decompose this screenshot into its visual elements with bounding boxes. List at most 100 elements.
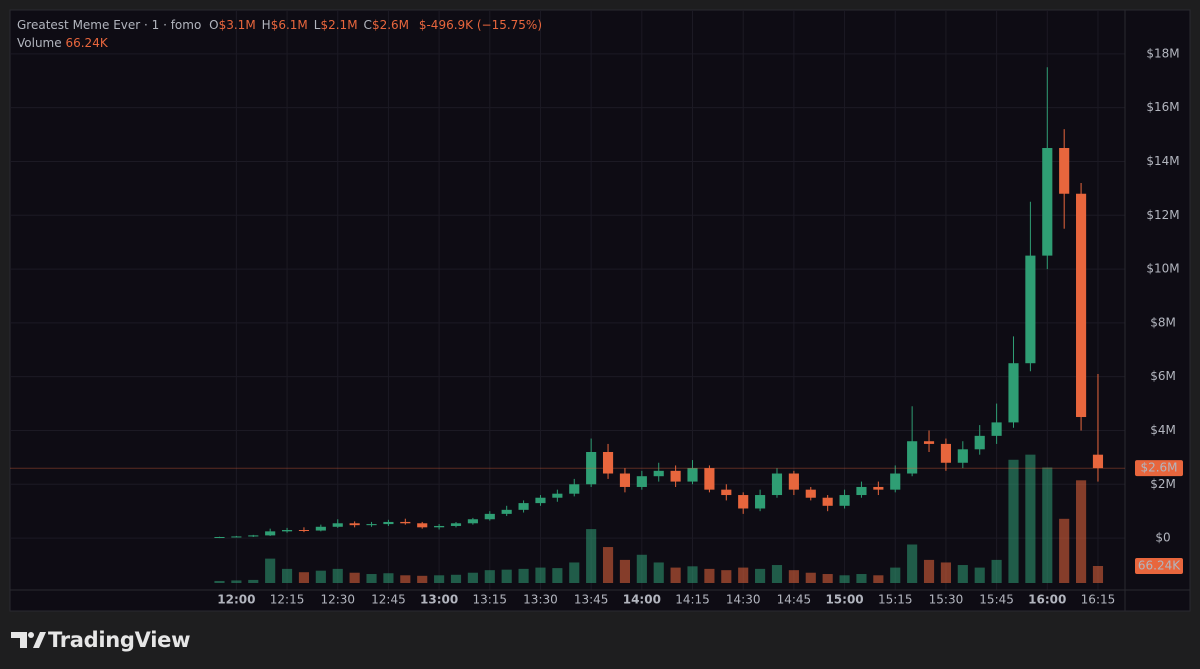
volume-bar — [484, 570, 495, 583]
last-price-tag — [1135, 460, 1183, 477]
volume-bar — [332, 568, 343, 583]
candle-body — [265, 531, 276, 536]
candle-body — [991, 422, 1002, 436]
volume-bar — [636, 554, 647, 583]
candle-body — [873, 486, 884, 490]
candle-body — [721, 489, 732, 496]
candle-body — [332, 523, 343, 527]
volume-bar — [586, 529, 597, 583]
volume-bar — [467, 572, 478, 583]
change: $-496.9K (−15.75%) — [418, 18, 543, 32]
volume-bar — [569, 562, 580, 583]
volume-bar — [535, 567, 546, 583]
candle-body — [788, 473, 799, 490]
x-tick-label: 14:45 — [777, 593, 812, 607]
volume-bar — [231, 580, 242, 583]
candle-body — [940, 443, 951, 463]
candle-body — [298, 530, 310, 532]
volume-bar — [315, 570, 326, 583]
x-tick-label: 14:30 — [726, 593, 761, 607]
volume-bar — [738, 567, 749, 583]
volume-bar — [400, 575, 411, 583]
candle-body — [1076, 193, 1087, 418]
volume-value: 66.24K — [65, 36, 108, 50]
y-tick-label: $12M — [1146, 208, 1179, 222]
volume-bar — [839, 575, 850, 583]
candle-body — [434, 525, 445, 528]
volume-bar — [721, 570, 732, 583]
x-tick-label: 14:15 — [675, 593, 710, 607]
candle-body — [907, 441, 918, 474]
volume-bar — [214, 580, 225, 583]
volume-label: Volume — [17, 36, 62, 50]
candle-body — [619, 473, 631, 487]
candle-body — [687, 468, 698, 482]
legend-value: $2.1M — [320, 18, 358, 32]
candle-body — [1092, 454, 1104, 469]
x-tick-label: 14:00 — [623, 593, 661, 607]
volume-bar — [383, 573, 394, 583]
candle-body — [890, 473, 901, 490]
ohlc: O$3.1M H$6.1M L$2.1M C$2.6M — [205, 18, 409, 32]
volume-bar — [281, 568, 293, 583]
volume-bar — [298, 572, 310, 583]
y-tick-label: $18M — [1146, 46, 1179, 60]
volume-bar — [518, 568, 529, 583]
x-tick-label: 13:00 — [420, 593, 458, 607]
candle-body — [417, 523, 428, 528]
x-tick-label: 15:30 — [929, 593, 964, 607]
candle-body — [552, 493, 563, 498]
volume-bar — [552, 568, 563, 583]
x-tick-label: 15:45 — [979, 593, 1014, 607]
candle-body — [1059, 148, 1070, 194]
candle-body — [467, 519, 478, 524]
x-tick-label: 16:00 — [1028, 593, 1066, 607]
volume-bar — [619, 559, 631, 583]
candle-body — [281, 530, 293, 532]
x-tick-label: 15:15 — [878, 593, 913, 607]
legend-value: $6.1M — [270, 18, 308, 32]
volume-row: Volume 66.24K — [17, 34, 542, 52]
legend-key: H — [261, 18, 271, 32]
candle-body — [569, 484, 580, 494]
volume-bar — [890, 567, 901, 583]
candle-body — [214, 537, 225, 539]
volume-bar — [991, 559, 1002, 583]
legend-value: $3.1M — [218, 18, 256, 32]
volume-bar — [1059, 518, 1070, 583]
candle-body — [231, 536, 242, 538]
x-tick-label: 16:15 — [1081, 593, 1116, 607]
volume-bar — [788, 570, 799, 583]
volume-bar — [873, 575, 884, 583]
y-tick-label: $8M — [1150, 315, 1176, 329]
candle-body — [349, 523, 360, 526]
brand: TradingView — [48, 628, 191, 652]
candle-body — [1025, 255, 1036, 364]
volume-bar — [805, 572, 816, 583]
candle-body — [518, 503, 529, 510]
candle-body — [839, 495, 850, 506]
x-tick-label: 13:30 — [523, 593, 558, 607]
volume-bar — [907, 544, 918, 583]
candle-body — [805, 489, 816, 498]
last-volume-label: 66.24K — [1138, 558, 1181, 572]
y-tick-label: $10M — [1146, 262, 1179, 276]
volume-bar — [822, 574, 833, 583]
x-tick-label: 13:45 — [574, 593, 609, 607]
last-volume-tag — [1135, 557, 1183, 574]
candle-body — [822, 497, 833, 506]
title: Greatest Meme Ever · 1 · fomo — [17, 18, 202, 32]
legend-key: O — [209, 18, 219, 32]
x-tick-label: 12:15 — [270, 593, 305, 607]
x-tick-label: 12:45 — [371, 593, 406, 607]
volume-bar — [417, 575, 428, 583]
y-tick-label: $2M — [1150, 477, 1176, 491]
x-tick-label: 13:15 — [472, 593, 507, 607]
legend: Greatest Meme Ever · 1 · fomo O$3.1M H$6.… — [17, 16, 542, 52]
candle-body — [484, 513, 495, 520]
legend-key: L — [313, 18, 321, 32]
x-tick-label: 12:30 — [320, 593, 355, 607]
candle-body — [400, 521, 411, 524]
